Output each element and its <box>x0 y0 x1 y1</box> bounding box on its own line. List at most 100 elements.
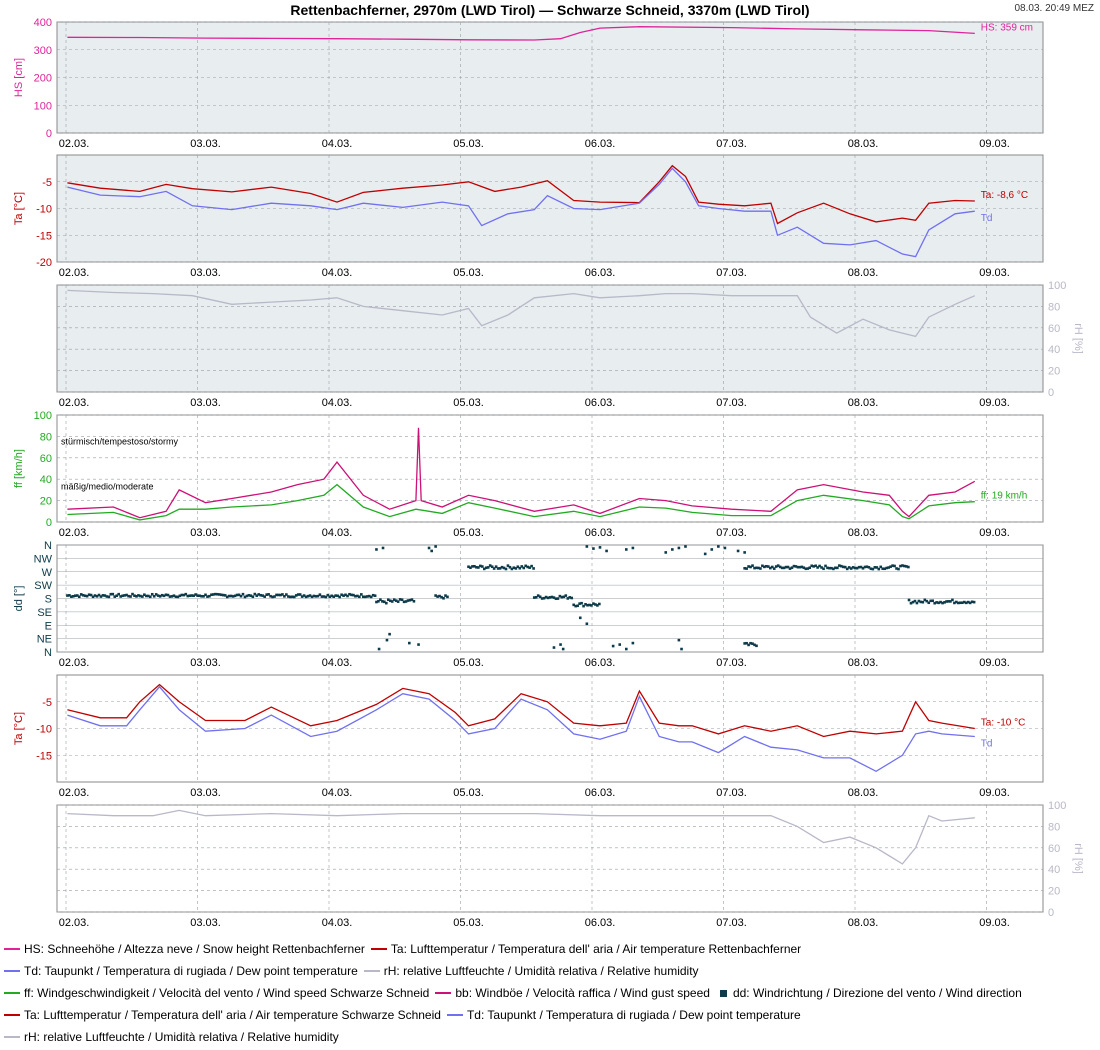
direction-point <box>518 566 522 570</box>
direction-point <box>227 594 231 598</box>
direction-point <box>755 566 758 570</box>
direction-point <box>502 566 506 570</box>
direction-point <box>830 566 833 570</box>
direction-point <box>89 593 93 597</box>
x-tick-label: 03.03. <box>190 397 221 409</box>
direction-point <box>792 564 796 568</box>
direction-point <box>598 602 601 606</box>
direction-point <box>356 594 359 598</box>
direction-point <box>83 594 87 598</box>
x-tick-label: 04.03. <box>322 787 353 799</box>
direction-point <box>945 600 948 603</box>
x-tick-label: 02.03. <box>59 267 90 279</box>
direction-point <box>855 566 859 570</box>
direction-point <box>625 548 628 551</box>
direction-point <box>310 595 314 599</box>
direction-point <box>582 604 585 608</box>
direction-point <box>137 594 140 597</box>
x-tick-label: 09.03. <box>979 397 1010 409</box>
direction-point <box>743 642 746 645</box>
direction-point <box>363 595 367 599</box>
direction-point <box>261 594 265 597</box>
direction-point <box>875 566 879 569</box>
direction-point <box>123 594 126 597</box>
direction-point <box>219 593 223 597</box>
direction-point <box>408 641 411 645</box>
direction-point <box>889 565 892 568</box>
x-tick-label: 08.03. <box>848 138 879 150</box>
direction-point <box>747 565 750 568</box>
direction-point <box>365 595 369 598</box>
direction-point <box>745 567 748 570</box>
direction-point <box>717 545 720 548</box>
direction-point <box>156 594 160 597</box>
direction-point <box>290 595 294 599</box>
direction-point <box>568 596 572 599</box>
direction-point <box>927 601 931 605</box>
direction-point <box>494 565 498 568</box>
direction-point <box>87 593 91 596</box>
y-tick-label: 20 <box>1048 886 1060 898</box>
direction-point <box>552 596 556 599</box>
direction-point <box>745 641 748 645</box>
direction-point <box>469 566 472 569</box>
direction-point <box>840 564 843 568</box>
direction-point <box>348 592 351 596</box>
chart-title: Rettenbachferner, 2970m (LWD Tirol) — Sc… <box>290 2 810 18</box>
x-tick-label: 02.03. <box>59 138 90 150</box>
direction-point <box>381 600 384 603</box>
direction-point <box>903 564 906 568</box>
direction-point <box>263 595 266 598</box>
legend-row: HS: Schneehöhe / Altezza neve / Snow hei… <box>4 940 807 958</box>
direction-point <box>774 565 778 568</box>
direction-point <box>546 596 550 600</box>
series-end-label: Ta: -10 °C <box>981 718 1026 729</box>
direction-point <box>152 595 156 598</box>
legend-item: rH: relative Luftfeuchte / Umidità relat… <box>363 964 699 978</box>
direction-point <box>214 592 217 596</box>
direction-point <box>316 594 320 598</box>
legend-label: dd: Windrichtung / Direzione del vento /… <box>732 986 1022 1000</box>
direction-point <box>237 593 241 597</box>
direction-point <box>200 594 203 598</box>
direction-point <box>430 549 433 553</box>
direction-point <box>186 594 190 598</box>
direction-point <box>753 566 756 570</box>
direction-point <box>383 600 386 604</box>
direction-point <box>164 593 168 597</box>
direction-point <box>231 595 235 598</box>
direction-point <box>308 594 312 597</box>
y-tick-label: 60 <box>1048 323 1060 335</box>
direction-point <box>951 598 954 602</box>
y-axis-label: Ta [°C] <box>13 192 25 225</box>
direction-point <box>743 567 746 570</box>
direction-point <box>516 565 520 569</box>
y-tick-label: SE <box>37 607 52 619</box>
x-tick-label: 07.03. <box>716 267 747 279</box>
direction-point <box>170 595 174 598</box>
y-tick-label: 200 <box>34 73 52 85</box>
x-tick-label: 08.03. <box>848 527 879 539</box>
direction-point <box>749 641 752 645</box>
direction-point <box>552 646 556 649</box>
direction-point <box>198 594 201 598</box>
direction-point <box>504 567 508 571</box>
y-axis-label: ff [km/h] <box>13 449 25 488</box>
direction-point <box>154 593 158 596</box>
direction-point <box>277 593 280 597</box>
direction-point <box>367 594 371 598</box>
direction-point <box>554 597 558 600</box>
y-tick-label: N <box>44 540 52 552</box>
direction-point <box>324 595 328 599</box>
y-axis-label: rH [%] <box>1072 843 1084 874</box>
direction-point <box>377 647 381 651</box>
direction-point <box>530 564 533 568</box>
direction-point <box>743 551 746 554</box>
direction-point <box>107 595 111 599</box>
direction-point <box>736 549 740 553</box>
direction-point <box>845 567 849 571</box>
x-tick-label: 04.03. <box>322 397 353 409</box>
direction-point <box>121 594 124 598</box>
direction-point <box>180 593 184 597</box>
x-tick-label: 07.03. <box>716 138 747 150</box>
